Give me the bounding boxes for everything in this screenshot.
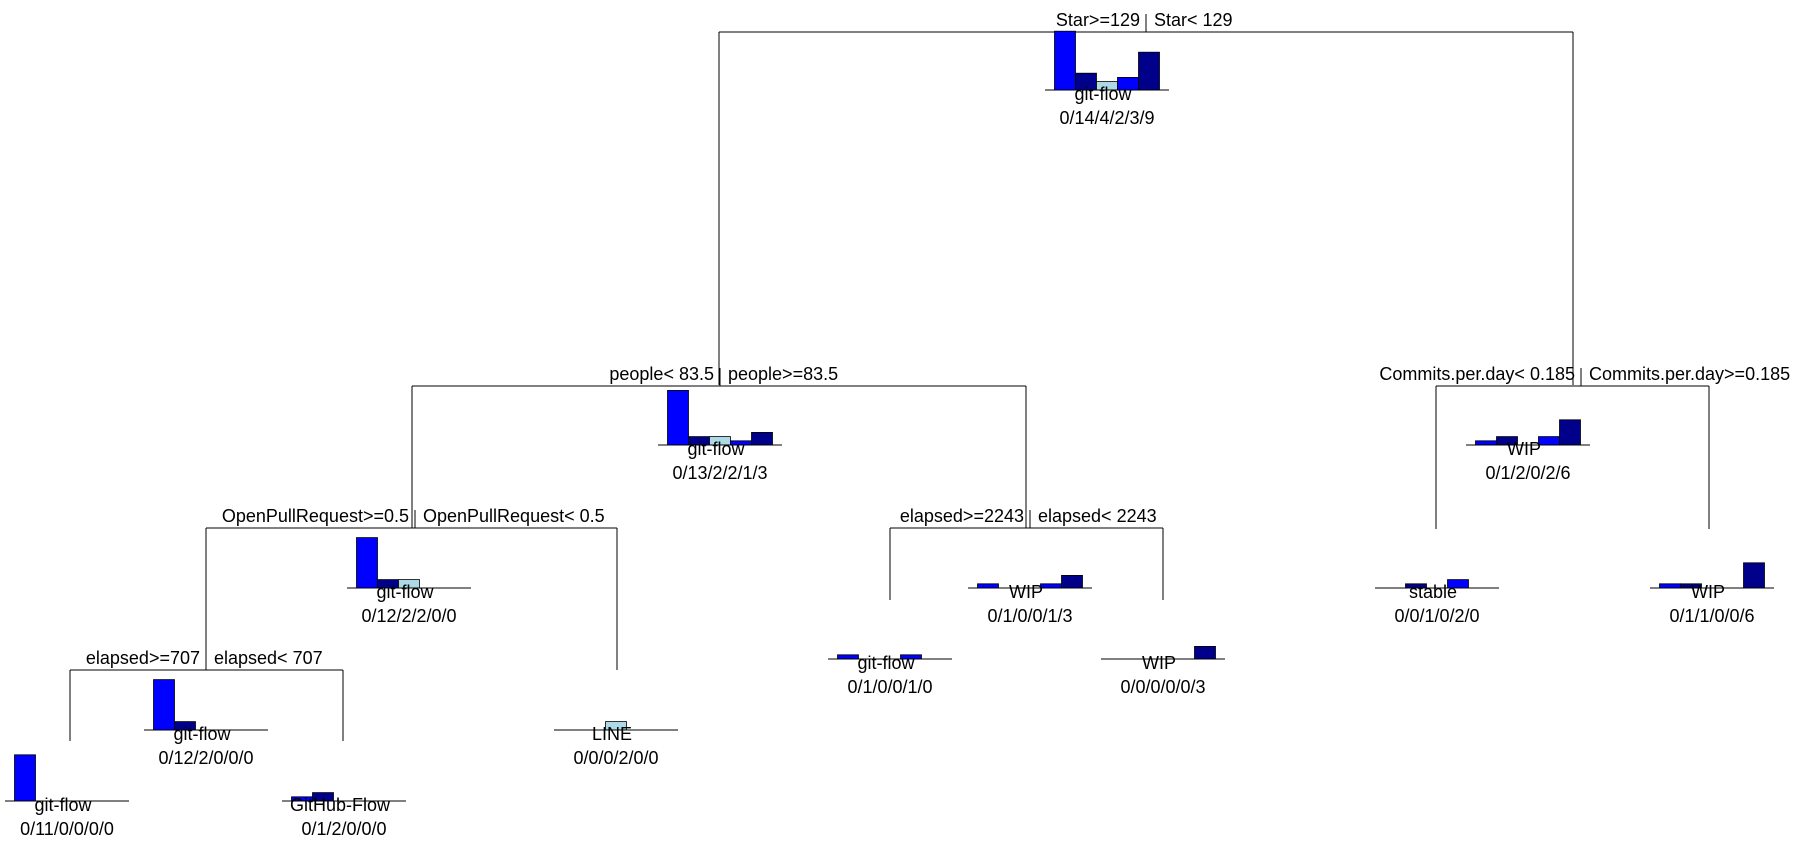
class-bar xyxy=(1475,440,1497,446)
class-bar xyxy=(1659,583,1681,589)
class-bar xyxy=(356,537,378,589)
tree-node: git-flow 0/12/2/2/0/0 xyxy=(347,537,471,626)
class-bar xyxy=(1538,436,1560,446)
node-class-label: git-flow xyxy=(34,795,92,815)
node-counts: 0/12/2/2/0/0 xyxy=(361,606,456,626)
class-bar xyxy=(751,431,773,446)
tree-node: WIP 0/1/1/0/0/6 xyxy=(1650,562,1774,626)
split-label-right: people>=83.5 xyxy=(728,364,838,384)
node-class-label: WIP xyxy=(1691,582,1725,602)
class-bar xyxy=(153,679,175,731)
tree-node: git-flow 0/14/4/2/3/9 xyxy=(1045,30,1169,128)
class-bar xyxy=(1194,646,1216,660)
node-class-label: git-flow xyxy=(1074,84,1132,104)
node-class-label: git-flow xyxy=(857,653,915,673)
tree-node: LINE 0/0/0/2/0/0 xyxy=(554,721,678,768)
tree-node: GitHub-Flow 0/1/2/0/0/0 xyxy=(282,792,406,839)
node-counts: 0/1/0/0/1/0 xyxy=(847,677,932,697)
node-class-label: WIP xyxy=(1142,653,1176,673)
node-class-label: WIP xyxy=(1507,439,1541,459)
node-counts: 0/11/0/0/0/0 xyxy=(20,819,114,839)
node-counts: 0/0/1/0/2/0 xyxy=(1394,606,1479,626)
split-label-left: elapsed>=2243 xyxy=(900,506,1024,526)
class-bar xyxy=(14,754,36,802)
node-class-label: GitHub-Flow xyxy=(290,795,391,815)
tree-node: git-flow 0/13/2/2/1/3 xyxy=(658,389,782,483)
class-bar xyxy=(1743,562,1765,589)
node-counts: 0/14/4/2/3/9 xyxy=(1059,108,1154,128)
class-bar xyxy=(1559,419,1581,446)
split-label-left: Star>=129 xyxy=(1056,10,1140,30)
node-class-label: git-flow xyxy=(687,439,745,459)
node-class-label: git-flow xyxy=(173,724,231,744)
tree-node: stable 0/0/1/0/2/0 xyxy=(1375,579,1499,626)
node-counts: 0/1/2/0/2/6 xyxy=(1485,463,1570,483)
class-bar xyxy=(1054,30,1076,91)
class-bar xyxy=(667,389,689,446)
tree-node: WIP 0/1/2/0/2/6 xyxy=(1466,419,1590,483)
class-bar xyxy=(837,654,859,660)
node-class-label: git-flow xyxy=(376,582,434,602)
node-class-label: WIP xyxy=(1009,582,1043,602)
node-counts: 0/0/0/0/0/3 xyxy=(1120,677,1205,697)
node-counts: 0/13/2/2/1/3 xyxy=(672,463,767,483)
class-bar xyxy=(1138,51,1160,91)
split-label-right: OpenPullRequest< 0.5 xyxy=(423,506,605,526)
tree-edges xyxy=(69,14,1710,741)
node-glyphs: git-flow 0/14/4/2/3/9 git-flow 0/13/2/2/1/3… xyxy=(5,30,1774,839)
split-label-left: people< 83.5 xyxy=(609,364,714,384)
node-class-label: stable xyxy=(1409,582,1457,602)
tree-node: WIP 0/0/0/0/0/3 xyxy=(1101,646,1225,697)
node-counts: 0/12/2/0/0/0 xyxy=(158,748,253,768)
tree-node: git-flow 0/11/0/0/0/0 xyxy=(5,754,129,839)
split-label-left: OpenPullRequest>=0.5 xyxy=(222,506,409,526)
node-counts: 0/1/1/0/0/6 xyxy=(1669,606,1754,626)
tree-node: git-flow 0/12/2/0/0/0 xyxy=(144,679,268,768)
split-labels: Star>=129 Star< 129 people< 83.5 people>=83… xyxy=(86,10,1790,668)
split-label-left: elapsed>=707 xyxy=(86,648,200,668)
class-bar xyxy=(977,583,999,589)
node-class-label: LINE xyxy=(592,724,632,744)
split-label-right: Star< 129 xyxy=(1154,10,1233,30)
split-label-right: elapsed< 707 xyxy=(214,648,323,668)
split-label-right: elapsed< 2243 xyxy=(1038,506,1157,526)
tree-node: git-flow 0/1/0/0/1/0 xyxy=(828,653,952,697)
node-counts: 0/0/0/2/0/0 xyxy=(573,748,658,768)
split-label-right: Commits.per.day>=0.185 xyxy=(1589,364,1790,384)
node-counts: 0/1/0/0/1/3 xyxy=(987,606,1072,626)
split-label-left: Commits.per.day< 0.185 xyxy=(1379,364,1575,384)
class-bar xyxy=(1061,575,1083,589)
class-bar xyxy=(1040,583,1062,589)
tree-node: WIP 0/1/0/0/1/3 xyxy=(968,575,1092,626)
node-counts: 0/1/2/0/0/0 xyxy=(301,819,386,839)
